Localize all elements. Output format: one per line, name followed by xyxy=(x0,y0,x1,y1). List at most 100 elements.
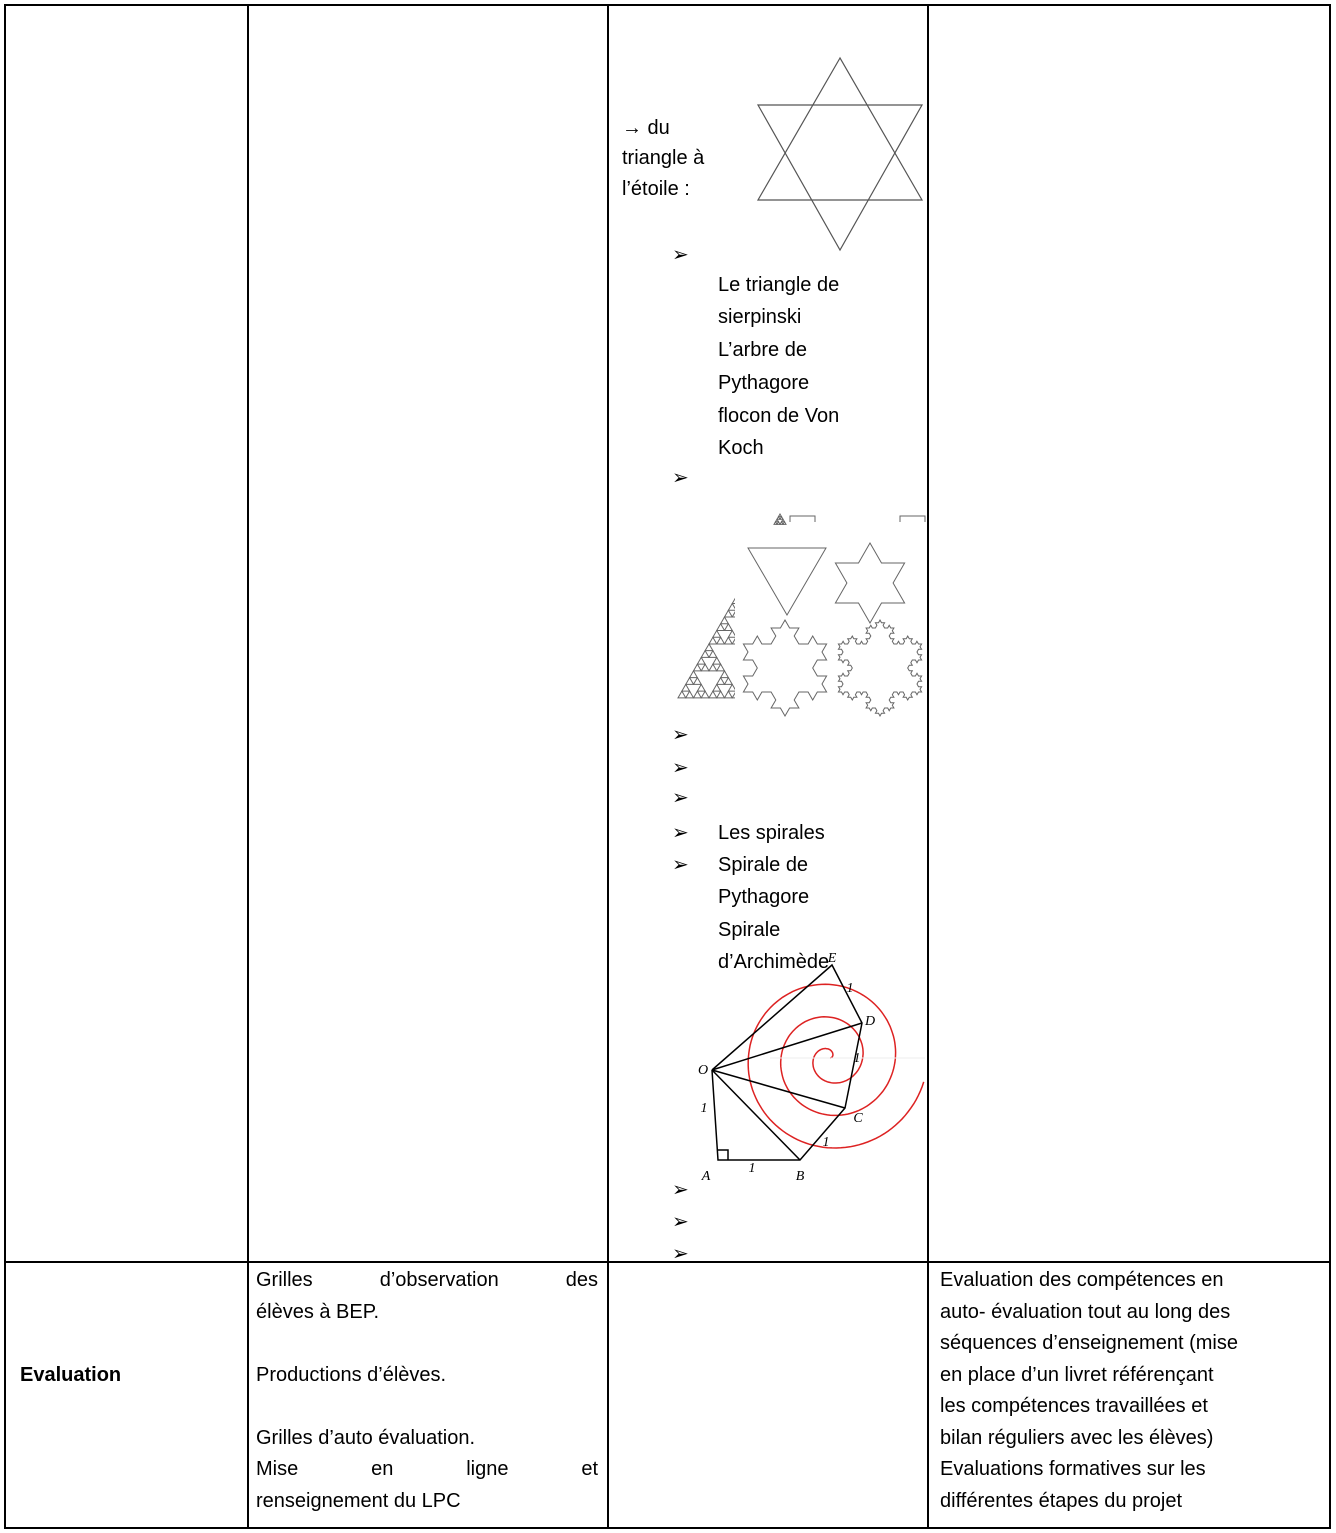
list-item: Pythagore xyxy=(718,886,810,908)
fractal-figure xyxy=(677,512,926,718)
figure-label: D xyxy=(864,1014,875,1029)
sierpinski-cell xyxy=(771,664,779,671)
intro-text: triangle à xyxy=(622,147,705,169)
list-item: flocon de Von xyxy=(718,405,840,427)
figure-label: E xyxy=(827,951,837,966)
sierpinski-cell xyxy=(723,676,734,685)
sierpinski-cell xyxy=(692,663,703,672)
cell-text: séquences d’enseignement (mise xyxy=(940,1332,1238,1354)
bullet: ➢ xyxy=(672,854,689,876)
list-item: d’Archimède xyxy=(718,951,830,973)
sierpinski-cell xyxy=(783,671,791,678)
sierpinski-cell xyxy=(723,609,734,618)
sierpinski-cell xyxy=(759,630,767,637)
archimedes-spiral xyxy=(748,984,927,1148)
koch-step xyxy=(834,541,906,625)
sierpinski-cell xyxy=(696,683,706,692)
bullet: ➢ xyxy=(672,1243,689,1265)
list-item: sierpinski xyxy=(718,306,802,328)
sierpinski-cell xyxy=(756,678,764,685)
cell-text: Mise en ligne et xyxy=(256,1458,598,1480)
sierpinski-cell xyxy=(779,691,787,698)
sierpinski-cell xyxy=(704,642,714,652)
sierpinski-cell xyxy=(776,515,781,520)
sierpinski-cell xyxy=(748,610,756,617)
sierpinski-cell xyxy=(775,684,783,691)
cell-text: Evaluation des compétences en xyxy=(940,1269,1224,1291)
list-item: Le triangle de xyxy=(718,274,840,296)
sierpinski-cell xyxy=(782,520,787,525)
sierpinski-cell xyxy=(684,676,695,685)
triangle xyxy=(756,104,924,252)
bullet: ➢ xyxy=(672,724,689,746)
cell-text: différentes étapes du projet xyxy=(940,1489,1183,1512)
sierpinski-cell xyxy=(759,684,767,691)
bullet: ➢ xyxy=(672,757,689,779)
sierpinski-cell xyxy=(744,603,752,610)
pythagoras-spiral xyxy=(711,963,863,1161)
sierpinski-cell xyxy=(715,622,726,631)
sierpinski-cell xyxy=(759,657,767,664)
figure-label: B xyxy=(796,1169,805,1184)
figure-label: 1 xyxy=(701,1101,708,1116)
figure-label: A xyxy=(701,1169,711,1184)
sierpinski xyxy=(677,590,791,699)
sierpinski-cell xyxy=(767,644,775,651)
sierpinski-cell xyxy=(779,515,784,520)
figure-label: 1 xyxy=(847,981,854,996)
sierpinski-cell xyxy=(731,638,735,645)
sierpinski-cell xyxy=(771,651,779,658)
bullet: ➢ xyxy=(672,787,689,809)
sierpinski-cell xyxy=(723,622,734,631)
sierpinski-cell xyxy=(715,663,726,672)
sierpinski-cell xyxy=(773,520,778,525)
sierpinski-cell xyxy=(692,690,703,699)
sierpinski-cell xyxy=(744,630,752,637)
sierpinski-cell xyxy=(752,617,760,624)
list-item: Spirale xyxy=(718,919,781,941)
cell-text: en place d’un livret référençant xyxy=(940,1363,1214,1386)
sierpinski-cell xyxy=(715,636,726,645)
bullet: ➢ xyxy=(672,822,689,844)
cell-text: les compétences travaillées et xyxy=(940,1395,1208,1417)
row-header: Evaluation xyxy=(20,1363,122,1386)
list-item: Koch xyxy=(718,437,764,459)
segment xyxy=(711,1069,846,1109)
sierpinski-cell xyxy=(779,664,787,671)
sierpinski-cell xyxy=(736,590,744,597)
sierpinski-cell xyxy=(723,690,734,699)
cell-text: auto- évaluation tout au long des xyxy=(940,1300,1231,1323)
sierpinski-cell xyxy=(740,597,748,604)
triangle xyxy=(756,56,924,201)
list-item: Spirale de xyxy=(718,854,809,876)
triangle xyxy=(747,547,827,616)
sierpinski-cell xyxy=(715,690,726,699)
sierpinski-cell xyxy=(727,602,735,611)
sierpinski-cell xyxy=(731,692,735,699)
sierpinski-cell xyxy=(708,690,718,699)
sierpinski-cell xyxy=(700,649,710,658)
sierpinski-cell xyxy=(712,683,722,692)
cell-text: Productions d’élèves. xyxy=(256,1363,447,1386)
sierpinski-cell xyxy=(700,663,710,672)
sierpinski-cell xyxy=(692,676,703,685)
sierpinski-cell xyxy=(756,624,764,631)
bullet: ➢ xyxy=(672,244,689,266)
figure-label: 1 xyxy=(823,1135,830,1150)
figure-label: O xyxy=(698,1063,708,1078)
cell-text: bilan réguliers avec les élèves) xyxy=(940,1426,1214,1449)
sierpinski-cell xyxy=(712,629,722,638)
sierpinski-cell xyxy=(775,657,783,664)
figure-label: 1 xyxy=(749,1161,756,1176)
bullet: ➢ xyxy=(672,1179,689,1201)
sierpinski-cell xyxy=(700,690,710,699)
sierpinski-cell xyxy=(740,637,748,644)
koch-step xyxy=(742,618,828,718)
cell-text: élèves à BEP. xyxy=(256,1300,380,1323)
sierpinski-cell xyxy=(723,636,734,645)
sierpinski-cell xyxy=(719,669,730,679)
intro-text: → du xyxy=(622,117,670,139)
